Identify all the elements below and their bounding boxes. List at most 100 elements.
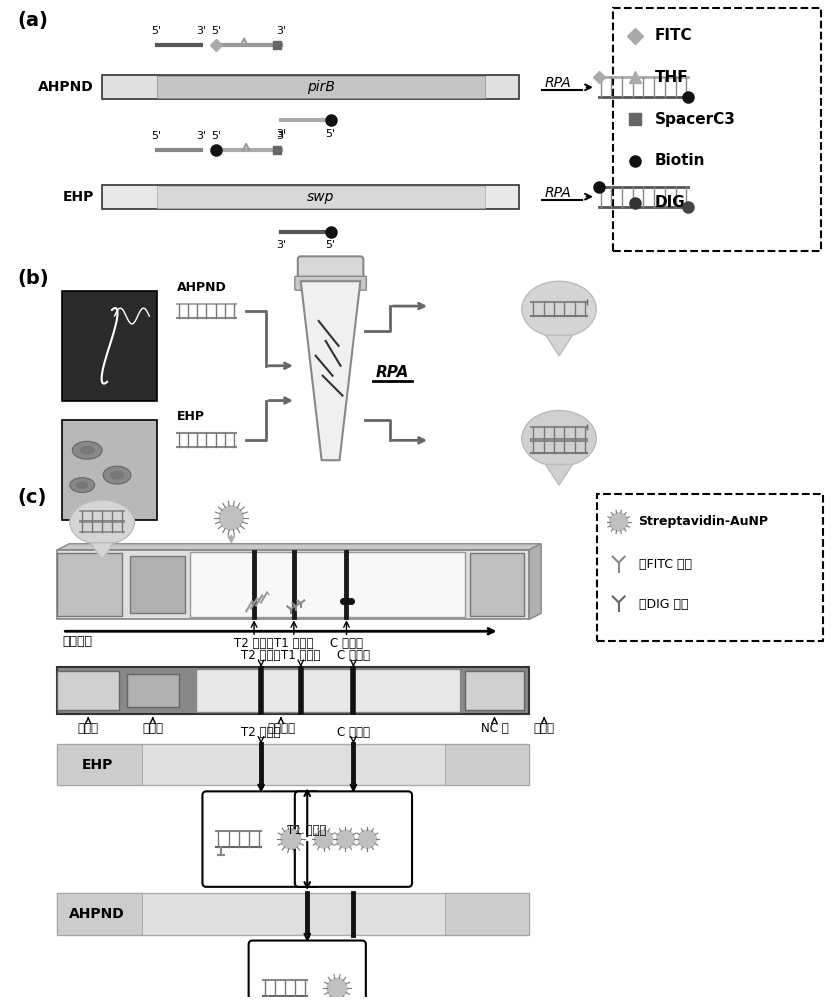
Circle shape [359,830,376,848]
FancyBboxPatch shape [295,791,412,887]
Text: SpacerC3: SpacerC3 [655,112,736,127]
Text: (b): (b) [18,269,49,288]
Text: T1 检测线: T1 检测线 [281,649,320,662]
Text: 3': 3' [276,129,286,139]
Text: 3': 3' [276,26,286,36]
FancyBboxPatch shape [130,556,185,613]
Circle shape [609,513,628,531]
FancyBboxPatch shape [127,674,179,707]
Text: 5': 5' [151,131,162,141]
FancyBboxPatch shape [465,671,524,710]
Text: 结合垫: 结合垫 [142,722,163,735]
Ellipse shape [110,471,124,480]
FancyBboxPatch shape [63,291,156,401]
FancyBboxPatch shape [202,791,319,887]
Text: 3': 3' [196,131,206,141]
FancyBboxPatch shape [248,941,366,1000]
Text: (a): (a) [18,11,48,30]
FancyBboxPatch shape [295,276,366,290]
Text: AHPND: AHPND [69,907,125,921]
Text: RPA: RPA [544,76,571,90]
Text: T2 检测线: T2 检测线 [242,649,281,662]
Text: NC 膜: NC 膜 [481,722,508,735]
Text: 3': 3' [276,240,286,250]
Ellipse shape [70,500,135,545]
FancyBboxPatch shape [196,669,460,712]
Text: 3': 3' [196,26,206,36]
Text: EHP: EHP [63,190,94,204]
Circle shape [219,506,243,530]
Bar [273,146,281,154]
Polygon shape [546,464,573,485]
Text: pirB: pirB [307,80,334,94]
FancyBboxPatch shape [102,75,519,99]
Text: 5': 5' [325,240,335,250]
Text: EHP: EHP [176,410,205,423]
Ellipse shape [76,481,89,489]
Ellipse shape [103,466,131,484]
Circle shape [327,978,347,998]
Circle shape [281,829,301,849]
Text: T1 检测线: T1 检测线 [288,824,327,837]
Ellipse shape [70,478,94,493]
FancyBboxPatch shape [470,553,524,616]
Text: Streptavidin-AuNP: Streptavidin-AuNP [639,515,768,528]
Text: 5': 5' [325,129,335,139]
FancyBboxPatch shape [58,553,122,616]
Text: swp: swp [307,190,334,204]
Circle shape [337,830,354,848]
Text: 抗DIG 抗体: 抗DIG 抗体 [639,598,688,611]
Text: 塑料垫条: 塑料垫条 [267,722,295,735]
Text: DIG: DIG [655,195,686,210]
Text: T2 检测线: T2 检测线 [234,637,274,650]
Bar [273,41,281,49]
Ellipse shape [522,410,596,466]
Text: 样品垫: 样品垫 [78,722,99,735]
FancyBboxPatch shape [156,76,485,98]
FancyBboxPatch shape [597,494,823,641]
FancyBboxPatch shape [58,744,142,785]
Ellipse shape [522,281,596,337]
Circle shape [314,830,333,848]
Ellipse shape [79,446,94,455]
Text: T1 检测线: T1 检测线 [274,637,314,650]
Text: C 质控线: C 质控线 [337,649,370,662]
Polygon shape [90,543,114,560]
FancyBboxPatch shape [58,893,529,935]
FancyBboxPatch shape [58,671,119,710]
Ellipse shape [72,441,102,459]
Text: 5': 5' [212,26,222,36]
Text: 抗FITC 抗体: 抗FITC 抗体 [639,558,691,571]
FancyBboxPatch shape [613,8,821,251]
Text: C 质控线: C 质控线 [337,726,370,739]
Text: 流动方向: 流动方向 [63,635,93,648]
Polygon shape [546,335,573,356]
Polygon shape [529,544,541,619]
Text: 5': 5' [151,26,162,36]
Text: THF: THF [655,70,688,85]
Text: T2 检测线: T2 检测线 [242,726,281,739]
Text: Biotin: Biotin [655,153,705,168]
Text: 5': 5' [212,131,222,141]
FancyBboxPatch shape [58,893,142,935]
FancyBboxPatch shape [445,744,529,785]
Text: RPA: RPA [375,365,409,380]
FancyBboxPatch shape [190,552,465,617]
Text: AHPND: AHPND [176,281,227,294]
FancyBboxPatch shape [445,893,529,935]
Text: AHPND: AHPND [38,80,94,94]
Text: 3': 3' [276,131,286,141]
FancyBboxPatch shape [58,667,529,714]
Text: (c): (c) [18,488,47,507]
Text: 吸水垫: 吸水垫 [533,722,554,735]
FancyBboxPatch shape [102,185,519,209]
FancyBboxPatch shape [63,420,156,520]
Text: FITC: FITC [655,28,692,43]
Text: C 质控线: C 质控线 [330,637,363,650]
FancyBboxPatch shape [298,256,364,284]
Text: RPA: RPA [544,186,571,200]
FancyBboxPatch shape [58,744,529,785]
FancyBboxPatch shape [58,550,529,619]
Polygon shape [58,544,541,550]
FancyBboxPatch shape [156,186,485,208]
